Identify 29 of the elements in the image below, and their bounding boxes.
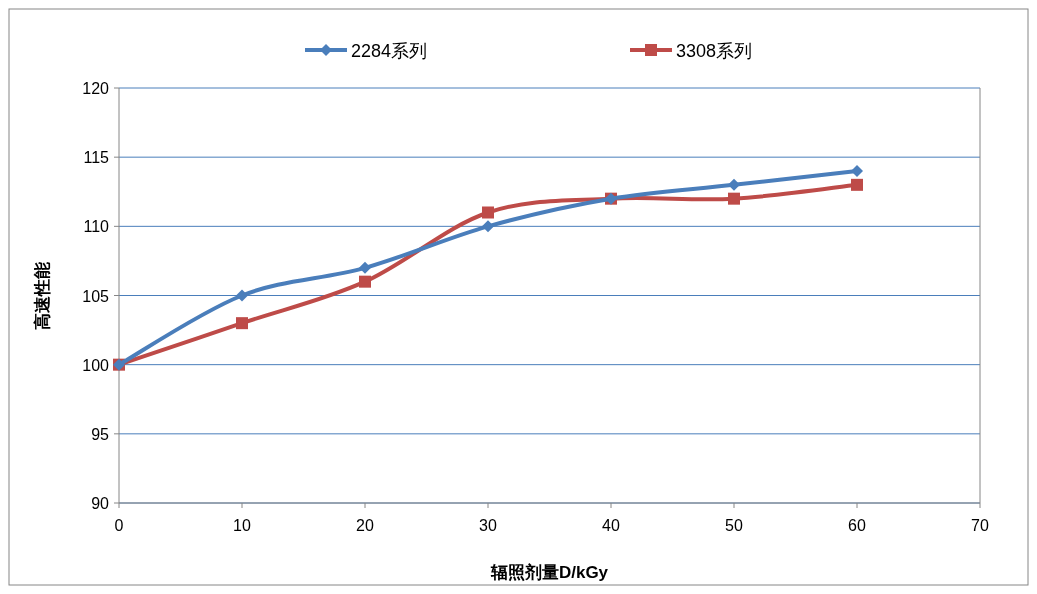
point — [728, 192, 740, 205]
point — [851, 178, 863, 191]
point — [359, 275, 371, 288]
x-tick-label: 60 — [848, 517, 866, 534]
y-tick-label: 110 — [83, 218, 110, 236]
x-tick-label: 20 — [356, 517, 374, 534]
y-tick-label: 105 — [82, 287, 110, 305]
point — [359, 261, 371, 274]
legend-label: 2284系列 — [351, 41, 428, 61]
x-tick-label: 70 — [971, 517, 989, 534]
y-tick-label: 90 — [91, 495, 110, 512]
point — [482, 220, 494, 233]
x-tick-label: 40 — [602, 517, 620, 534]
y-tick-label: 95 — [91, 425, 110, 443]
x-tick-label: 50 — [725, 517, 743, 534]
point — [851, 165, 863, 177]
point — [236, 317, 248, 330]
point — [482, 206, 494, 219]
x-tick-label: 0 — [114, 517, 124, 534]
x-axis-title: 辐照剂量D/kGy — [489, 563, 609, 582]
point — [236, 289, 248, 302]
y-tick-label: 115 — [83, 149, 110, 167]
legend-label: 3308系列 — [676, 41, 753, 61]
y-tick-label: 120 — [82, 80, 110, 97]
x-tick-label: 30 — [479, 517, 497, 534]
point — [728, 178, 740, 191]
x-tick-label: 10 — [233, 517, 251, 534]
y-tick-label: 100 — [82, 356, 110, 374]
y-axis-title: 高速性能 — [33, 261, 52, 330]
